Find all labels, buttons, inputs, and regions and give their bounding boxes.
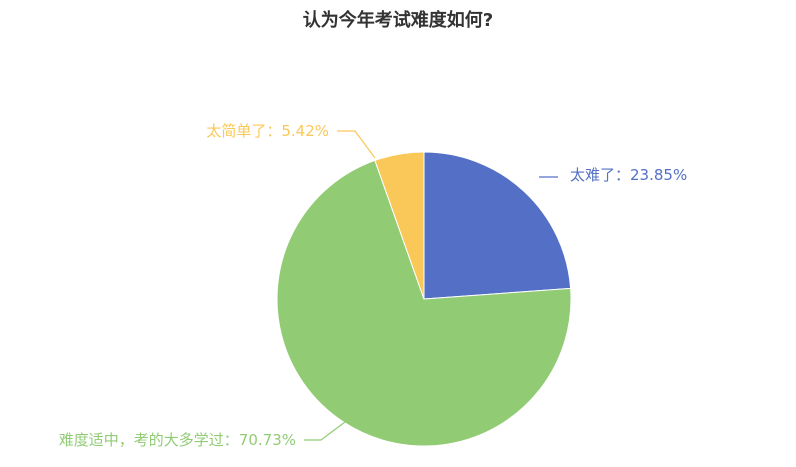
pie-slice-too-hard[interactable] [423, 151, 572, 300]
slice-label-too-hard: 太难了：23.85% [570, 166, 687, 184]
slice-label-moderate: 难度适中，考的大多学过：70.73% [59, 431, 296, 449]
label-line-moderate [304, 421, 346, 441]
pie-slice-too-easy[interactable] [374, 151, 425, 300]
label-line-too-easy [337, 130, 376, 159]
chart-title: 认为今年考试难度如何? [302, 10, 494, 31]
pie-slice-moderate[interactable] [276, 159, 572, 447]
slice-label-too-easy: 太简单了：5.42% [206, 122, 329, 140]
